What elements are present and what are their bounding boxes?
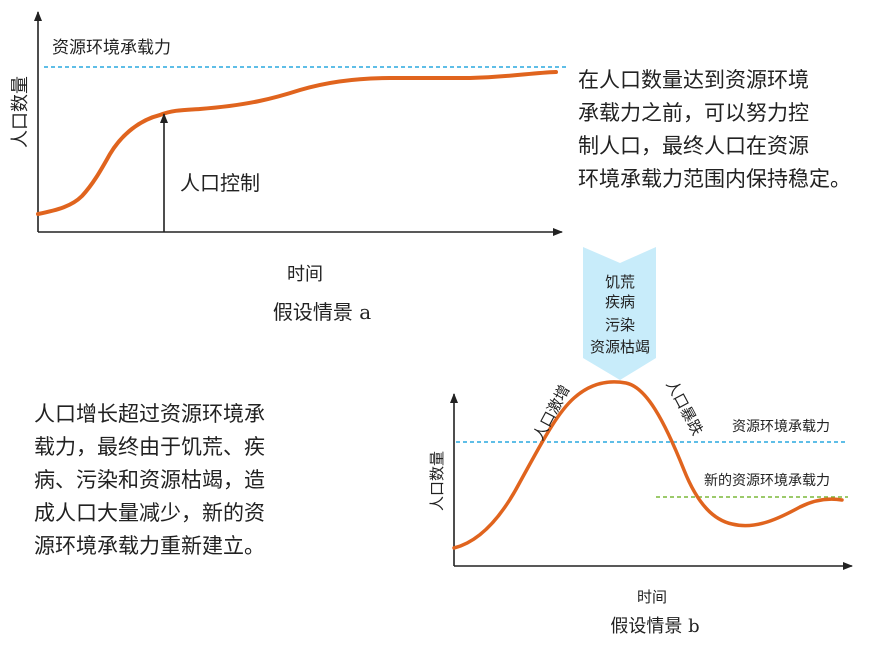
description-line: 成人口大量减少，新的资: [34, 501, 265, 525]
description-line: 制人口，最终人口在资源: [578, 134, 809, 158]
b-x-axis-label: 时间: [637, 588, 667, 606]
a-x-axis-label: 时间: [287, 264, 323, 285]
b-population-curve: [452, 380, 844, 550]
description-line: 病、污染和资源枯竭，造: [34, 468, 265, 492]
description-line: 环境承载力范围内保持稳定。: [578, 167, 851, 191]
a-carrying-capacity-label: 资源环境承载力: [52, 38, 171, 58]
a-population-curve: [36, 70, 558, 216]
cause-famine: 饥荒: [605, 273, 635, 291]
description-line: 源环境承载力重新建立。: [34, 534, 265, 558]
transition-arrow-shape: [583, 247, 656, 380]
cause-pollution: 污染: [605, 316, 635, 334]
b-caption: 假设情景 b: [610, 616, 699, 637]
description-line: 在人口数量达到资源环境: [578, 68, 809, 92]
scenario-a-description: 在人口数量达到资源环境 承载力之前，可以努力控 制人口，最终人口在资源 环境承载…: [578, 64, 870, 196]
b-rise-label: 人口激增: [530, 382, 574, 443]
cause-disease: 疾病: [605, 293, 635, 311]
a-y-axis-label: 人口数量: [10, 76, 31, 148]
description-line: 承载力之前，可以努力控: [578, 101, 809, 125]
transition-arrow: 饥荒 疾病 污染 资源枯竭: [583, 247, 656, 380]
scenario-b-description: 人口增长超过资源环境承 载力，最终由于饥荒、疾 病、污染和资源枯竭，造 成人口大…: [34, 398, 334, 563]
scenario-a-chart: 资源环境承载力 人口数量 人口控制 时间 假设情景 a: [10, 11, 566, 324]
b-fall-label: 人口暴跌: [662, 377, 706, 438]
a-control-label: 人口控制: [180, 171, 260, 195]
scenario-b-chart: 资源环境承载力 新的资源环境承载力 人口数量 人口激增 人口暴跌 时间 假设情景…: [428, 377, 853, 637]
cause-resource-depletion: 资源枯竭: [590, 338, 650, 356]
description-line: 载力，最终由于饥荒、疾: [34, 435, 265, 459]
b-y-axis-label: 人口数量: [428, 451, 446, 511]
a-caption: 假设情景 a: [273, 300, 371, 324]
b-new-capacity-label: 新的资源环境承载力: [704, 473, 830, 489]
description-line: 人口增长超过资源环境承: [34, 402, 265, 426]
b-carrying-capacity-label: 资源环境承载力: [732, 419, 830, 435]
